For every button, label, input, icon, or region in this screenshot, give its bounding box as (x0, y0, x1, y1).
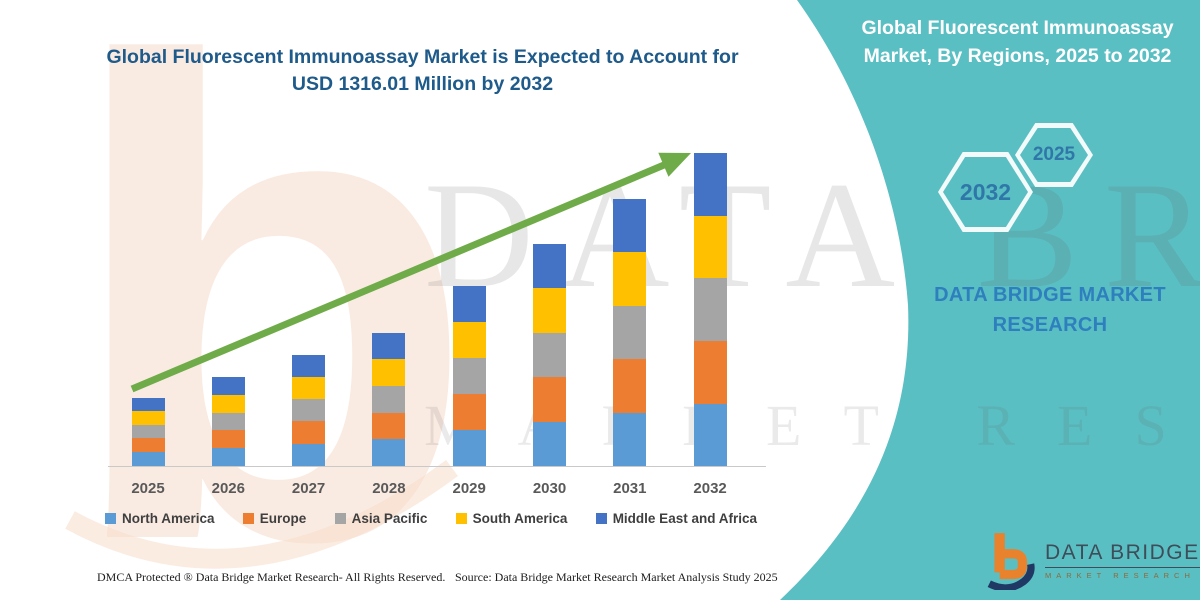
bar-segment-2032-middle-east-and-africa (693, 153, 727, 216)
bar-2029: 2029 (429, 286, 510, 497)
x-tick-label-2027: 2027 (291, 480, 326, 497)
bar-2025: 2025 (108, 397, 189, 497)
bar-segment-2025-south-america (131, 411, 165, 425)
legend-item-middle-east-and-africa: Middle East and Africa (595, 511, 757, 526)
x-tick-label-2029: 2029 (452, 480, 486, 497)
bar-segment-2031-north-america (613, 412, 647, 466)
teal-panel-shape (780, 0, 1200, 600)
hexagon-2032-label: 2032 (959, 178, 1012, 205)
bar-segment-2027-asia-pacific (292, 399, 326, 422)
footer-dmca-text: DMCA Protected ® Data Bridge Market Rese… (97, 570, 446, 584)
legend-label: North America (122, 511, 215, 526)
bar-segment-2029-north-america (452, 430, 486, 466)
legend-swatch-icon (105, 513, 116, 524)
bar-segment-2026-south-america (211, 395, 245, 413)
bar-segment-2031-europe (613, 359, 647, 413)
bar-segment-2026-europe (211, 430, 245, 449)
bar-segment-2025-north-america (131, 452, 165, 466)
footer-logo: DATA BRIDGE MARKET RESEARCH (985, 530, 1200, 590)
x-tick-label-2025: 2025 (131, 480, 165, 497)
legend-swatch-icon (242, 513, 254, 524)
bar-segment-2027-middle-east-and-africa (292, 354, 326, 377)
x-tick-label-2032: 2032 (693, 480, 727, 497)
brand-caption: DATA BRIDGE MARKET RESEARCH (934, 284, 1166, 336)
bar-segment-2027-south-america (292, 376, 326, 400)
legend-label: Europe (259, 511, 307, 526)
legend: North America Europe Asia Pacific South Ame… (105, 511, 757, 526)
bar-2030: 2030 (509, 243, 590, 497)
watermark-swoosh (65, 459, 458, 569)
bar-stack-2031 (613, 198, 647, 466)
bar-2027: 2027 (268, 354, 349, 497)
bar-segment-2032-south-america (693, 215, 727, 279)
bar-segment-2027-north-america (292, 443, 326, 466)
x-tick-label-2028: 2028 (372, 480, 406, 497)
x-tick-label-2030: 2030 (532, 480, 567, 497)
bar-segment-2030-europe (533, 377, 566, 422)
bar-stack-2029 (452, 286, 486, 466)
legend-swatch-icon (595, 513, 607, 524)
bar-segment-2030-asia-pacific (533, 332, 566, 378)
bar-segment-2026-north-america (211, 448, 245, 466)
bar-segment-2026-asia-pacific (211, 412, 245, 431)
bar-segment-2028-asia-pacific (372, 386, 406, 413)
bar-segment-2028-south-america (372, 359, 406, 387)
bar-segment-2028-europe (372, 412, 406, 440)
legend-label: Asia Pacific (351, 511, 428, 526)
footer-logo-title: DATA BRIDGE (1045, 541, 1200, 568)
bar-segment-2032-asia-pacific (693, 278, 727, 341)
legend-item-asia-pacific: Asia Pacific (334, 511, 428, 526)
legend-item-south-america: South America (455, 511, 568, 526)
bar-segment-2025-europe (131, 438, 165, 453)
footer-logo-subtitle: MARKET RESEARCH (1045, 570, 1195, 580)
bar-segment-2029-europe (452, 394, 486, 431)
bar-segment-2030-north-america (533, 421, 566, 466)
footer-source-text: Source: Data Bridge Market Research Mark… (455, 570, 778, 584)
hexagon-2032: 2032 (938, 152, 1033, 232)
bar-segment-2031-asia-pacific (613, 305, 647, 360)
bar-segment-2026-middle-east-and-africa (211, 377, 245, 396)
bar-segment-2029-middle-east-and-africa (452, 286, 486, 323)
plot-area: 2025 2026 2027 2028 2029 2030 2031 2032 (108, 140, 766, 497)
bar-2032: 2032 (670, 153, 751, 497)
bar-stack-2025 (131, 397, 165, 466)
bar-stack-2026 (211, 377, 245, 466)
bar-2026: 2026 (188, 377, 269, 497)
bar-segment-2031-middle-east-and-africa (613, 198, 647, 253)
bar-segment-2031-south-america (613, 252, 647, 306)
bar-segment-2028-middle-east-and-africa (372, 332, 406, 360)
bar-2031: 2031 (589, 198, 670, 497)
bar-stack-2032 (693, 153, 727, 466)
legend-swatch-icon (455, 513, 467, 524)
legend-label: Middle East and Africa (612, 511, 757, 526)
chart-title: Global Fluorescent Immunoassay Market is… (106, 46, 739, 95)
bar-segment-2029-south-america (452, 322, 486, 359)
bar-stack-2030 (533, 243, 566, 466)
bar-segment-2032-north-america (693, 403, 727, 466)
data-bridge-logo-icon (987, 533, 1035, 590)
x-tick-label-2031: 2031 (613, 480, 647, 497)
legend-swatch-icon (334, 513, 346, 524)
bar-segment-2029-asia-pacific (452, 358, 486, 395)
bar-segment-2027-europe (292, 421, 326, 444)
bar-2028: 2028 (348, 332, 429, 497)
bar-segment-2025-middle-east-and-africa (131, 397, 165, 412)
bar-segment-2030-south-america (533, 288, 566, 333)
bar-segment-2032-europe (693, 341, 727, 404)
bar-segment-2025-asia-pacific (131, 424, 165, 439)
legend-label: South America (472, 511, 568, 526)
side-panel-title: Global Fluorescent Immunoassay Market, B… (861, 17, 1174, 67)
bar-stack-2027 (292, 354, 326, 466)
hexagon-2025: 2025 (1015, 123, 1093, 187)
x-tick-label-2026: 2026 (211, 480, 245, 497)
legend-item-north-america: North America (105, 511, 215, 526)
legend-item-europe: Europe (242, 511, 307, 526)
bar-segment-2030-middle-east-and-africa (533, 243, 566, 289)
bar-segment-2028-north-america (372, 439, 406, 466)
bar-stack-2028 (372, 332, 406, 466)
hexagon-2025-label: 2025 (1032, 144, 1076, 165)
